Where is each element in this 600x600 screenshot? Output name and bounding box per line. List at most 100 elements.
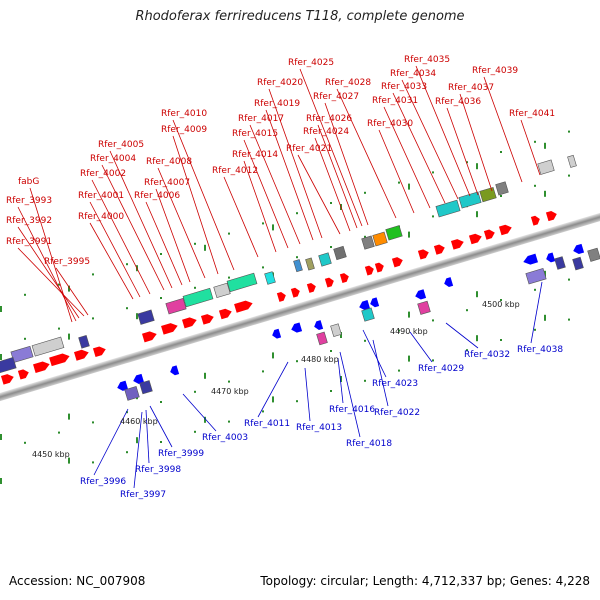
scale-tick	[68, 285, 70, 292]
scale-tick	[408, 183, 410, 190]
gene-shape	[170, 365, 180, 376]
forward-gene-label: Rfer_4006	[134, 191, 180, 201]
forward-leader	[401, 79, 459, 200]
scale-dot	[432, 319, 434, 322]
gene-shape	[587, 247, 600, 262]
reverse-leader	[149, 405, 173, 448]
scale-dot	[262, 370, 264, 373]
gene-shape	[226, 272, 258, 293]
scale-dot	[194, 242, 196, 245]
forward-leader	[101, 164, 165, 291]
forward-leader	[415, 65, 471, 197]
scale-tick	[340, 376, 342, 382]
reverse-gene-label: Rfer_3996	[80, 477, 126, 487]
forward-leader	[249, 124, 301, 245]
scale-tick	[476, 335, 478, 342]
reverse-gene	[170, 365, 180, 376]
gene-shape	[124, 386, 140, 401]
scale-dot	[126, 411, 128, 414]
reverse-feature	[139, 380, 153, 395]
reverse-feature	[361, 307, 375, 322]
forward-leader	[55, 267, 89, 316]
gene-shape	[316, 331, 328, 346]
forward-leader	[243, 160, 277, 253]
gene-shape	[525, 267, 547, 285]
scale-dot	[126, 263, 128, 266]
forward-gene	[339, 273, 349, 283]
gene-shape	[523, 253, 538, 265]
forward-gene	[161, 323, 178, 335]
scale-dot	[330, 246, 332, 248]
scale-tick	[68, 333, 70, 340]
scale-dot	[364, 379, 366, 382]
scale-dot	[228, 380, 230, 383]
forward-gene-label: Rfer_3995	[44, 257, 90, 267]
reverse-gene	[370, 297, 380, 308]
forward-gene-label: Rfer_4041	[509, 109, 555, 119]
scale-dot	[466, 349, 468, 352]
gene-shape	[495, 181, 509, 196]
forward-leader	[392, 92, 446, 204]
gene-shape	[573, 243, 585, 255]
forward-gene-label: Rfer_4035	[404, 55, 450, 65]
gene-shape	[479, 186, 497, 203]
gene-shape	[182, 287, 214, 308]
forward-feature	[226, 272, 258, 293]
forward-gene-label: Rfer_4009	[161, 125, 207, 135]
scale-dot	[92, 421, 94, 424]
gene-shape	[546, 252, 556, 263]
forward-feature	[305, 257, 315, 271]
scale-dot	[228, 276, 230, 279]
forward-leader	[446, 107, 479, 196]
forward-gene-label: Rfer_4030	[367, 119, 413, 129]
gene-shape	[137, 309, 155, 325]
reverse-feature	[554, 256, 566, 270]
scale-tick	[544, 270, 546, 277]
gene-shape	[374, 262, 384, 273]
forward-gene	[290, 287, 300, 298]
forward-gene-label: Rfer_4005	[98, 140, 144, 150]
scale-tick	[272, 352, 274, 359]
gene-shape	[200, 314, 214, 325]
forward-gene-label: Rfer_4000	[78, 212, 124, 222]
forward-gene	[433, 244, 445, 255]
kbp-tick-label: 4500 kbp	[482, 300, 520, 309]
gene-shape	[483, 229, 495, 240]
forward-gene-label: Rfer_4034	[390, 69, 436, 79]
reverse-gene-label: Rfer_4011	[244, 419, 290, 429]
scale-dot	[296, 400, 298, 403]
scale-tick	[0, 306, 2, 312]
forward-leader	[378, 129, 415, 214]
inner-dot-track	[92, 318, 570, 464]
forward-feature	[0, 356, 17, 374]
scale-dot	[568, 174, 570, 177]
forward-leader	[145, 201, 183, 286]
forward-gene	[142, 331, 157, 343]
backbone	[0, 192, 600, 413]
forward-feature	[165, 297, 187, 315]
reverse-gene-label: Rfer_4013	[296, 423, 342, 433]
gene-shape	[567, 154, 577, 168]
gene-shape	[142, 331, 157, 343]
gene-shape	[572, 256, 584, 271]
forward-gene	[33, 361, 50, 374]
forward-gene-label: Rfer_4036	[435, 97, 481, 107]
scale-dot	[160, 297, 162, 299]
scale-dot	[92, 317, 94, 320]
scale-dot	[58, 283, 60, 286]
reverse-feature	[572, 256, 584, 271]
forward-leader	[91, 179, 151, 295]
gene-shape	[545, 210, 557, 222]
forward-leader	[314, 137, 351, 232]
forward-leader	[157, 167, 206, 279]
topology-summary: Topology: circular; Length: 4,712,337 bp…	[260, 574, 590, 588]
reverse-gene-label: Rfer_4023	[372, 379, 418, 389]
forward-feature	[78, 335, 90, 349]
forward-gene-label: Rfer_4004	[90, 154, 136, 164]
scale-dot	[194, 286, 196, 289]
gene-shape	[290, 287, 300, 298]
forward-leader	[383, 106, 431, 209]
forward-leader	[243, 139, 289, 249]
forward-leader	[109, 150, 173, 289]
forward-feature	[567, 154, 577, 168]
